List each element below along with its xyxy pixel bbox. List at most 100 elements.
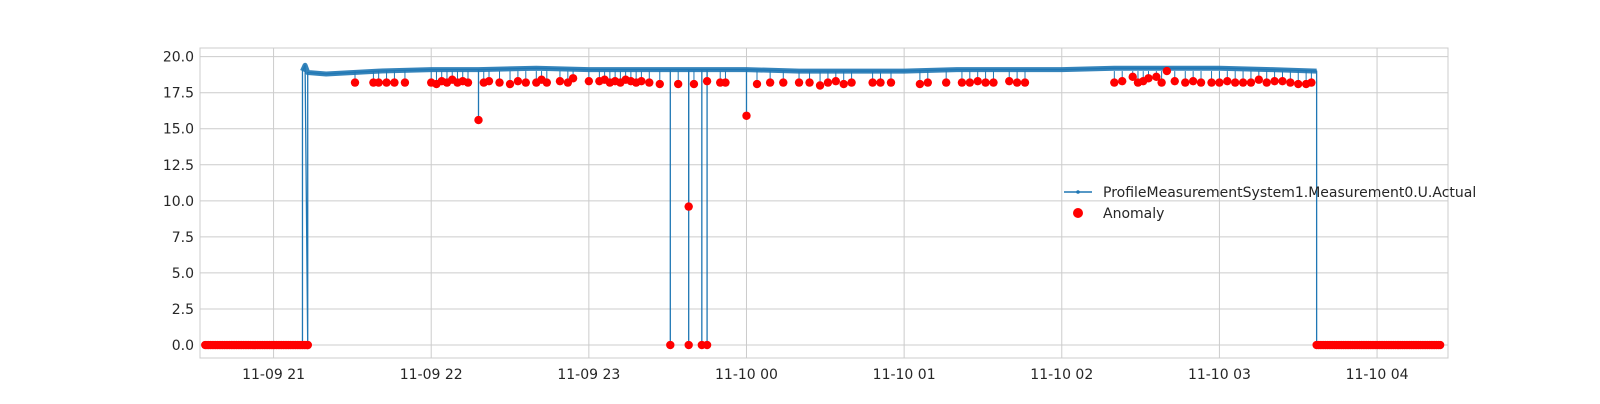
anomaly-point xyxy=(637,76,646,86)
anomaly-point xyxy=(868,78,877,87)
anomaly-point xyxy=(1270,76,1279,86)
anomaly-point xyxy=(1012,78,1022,87)
anomaly-point xyxy=(568,74,578,83)
anomaly-point xyxy=(555,76,565,86)
anomaly-point xyxy=(1152,72,1161,82)
anomaly-point xyxy=(742,111,751,120)
anomaly-point xyxy=(1262,78,1271,87)
y-tick-label: 2.5 xyxy=(172,302,194,318)
anomaly-point xyxy=(1144,74,1153,83)
y-tick-label: 12.5 xyxy=(163,158,194,174)
x-tick-label: 11-10 00 xyxy=(715,367,778,383)
anomaly-point xyxy=(1162,66,1172,76)
anomaly-point xyxy=(1181,78,1190,87)
anomaly-point xyxy=(521,78,530,87)
anomaly-point xyxy=(1118,76,1127,86)
anomaly-point xyxy=(779,78,788,87)
anomaly-point xyxy=(1278,76,1287,86)
legend-label-anomaly: Anomaly xyxy=(1103,206,1164,222)
anomaly-point xyxy=(1230,78,1240,87)
anomaly-point xyxy=(542,78,552,87)
anomaly-point xyxy=(823,78,833,87)
anomaly-point xyxy=(303,340,312,350)
x-tick-label: 11-10 01 xyxy=(873,367,936,383)
measurement-series-band xyxy=(300,62,1317,77)
y-tick-label: 10.0 xyxy=(163,194,194,210)
anomaly-point xyxy=(513,76,523,86)
anomaly-point xyxy=(957,78,967,87)
anomaly-point xyxy=(721,78,730,87)
anomaly-point xyxy=(752,79,762,89)
anomaly-point xyxy=(390,78,399,87)
measurement-series-line xyxy=(301,64,1318,346)
anomaly-point xyxy=(655,79,664,89)
anomaly-point xyxy=(689,79,699,89)
anomaly-point xyxy=(666,340,675,350)
x-tick-label: 11-10 03 xyxy=(1188,367,1251,383)
anomaly-point xyxy=(684,340,693,350)
x-tick-label: 11-09 21 xyxy=(242,367,305,383)
anomaly-point xyxy=(474,115,483,125)
anomaly-point xyxy=(923,78,932,87)
anomaly-point xyxy=(374,78,383,87)
anomaly-point xyxy=(886,78,896,87)
anomaly-point xyxy=(1294,79,1303,89)
legend-line-marker xyxy=(1076,190,1080,194)
anomaly-point xyxy=(989,78,998,87)
plot-frame xyxy=(199,47,1449,359)
anomaly-point xyxy=(973,76,982,86)
anomaly-point xyxy=(876,78,885,87)
anomaly-point xyxy=(1307,78,1316,87)
anomaly-point xyxy=(382,78,391,87)
x-tick-label: 11-10 02 xyxy=(1030,367,1093,383)
y-tick-label: 5.0 xyxy=(172,266,194,282)
legend-anomaly-marker xyxy=(1073,208,1083,218)
anomaly-point xyxy=(1215,78,1224,87)
anomaly-point xyxy=(1286,78,1295,87)
y-tick-label: 7.5 xyxy=(172,230,194,246)
anomaly-point xyxy=(915,79,925,89)
anomaly-point xyxy=(645,78,654,87)
y-tick-label: 17.5 xyxy=(163,86,194,102)
x-tick-label: 11-09 23 xyxy=(557,367,620,383)
anomaly-point xyxy=(1188,76,1198,86)
anomaly-point xyxy=(684,202,693,211)
legend: ProfileMeasurementSystem1.Measurement0.U… xyxy=(1064,185,1476,222)
plot-area xyxy=(199,47,1449,359)
anomaly-point xyxy=(1110,78,1119,87)
anomaly-point xyxy=(1207,78,1216,87)
y-tick-label: 20.0 xyxy=(163,50,194,66)
anomaly-point xyxy=(1223,76,1232,86)
y-tick-label: 15.0 xyxy=(163,122,194,138)
anomaly-point xyxy=(350,78,360,87)
tick-layer: 0.0 2.5 5.0 7.5 10.0 12.5 15.0 17.5 20.0 11-09 21… xyxy=(163,50,1409,383)
anomaly-point xyxy=(702,76,712,86)
anomaly-point xyxy=(463,78,473,87)
anomaly-point xyxy=(965,78,975,87)
grid-layer xyxy=(200,48,1448,358)
anomaly-point xyxy=(1005,76,1014,86)
anomaly-point xyxy=(1020,78,1030,87)
anomaly-point xyxy=(981,78,990,87)
anomaly-point xyxy=(815,81,825,90)
anomaly-point xyxy=(505,79,515,89)
anomaly-point xyxy=(495,78,504,87)
anomaly-point xyxy=(941,78,951,87)
legend-label-measurement: ProfileMeasurementSystem1.Measurement0.U… xyxy=(1103,185,1476,201)
anomaly-point xyxy=(484,76,494,86)
anomaly-point xyxy=(584,76,594,86)
anomaly-point xyxy=(1157,78,1166,87)
anomaly-point xyxy=(765,78,775,87)
anomaly-point xyxy=(702,340,712,350)
anomaly-point xyxy=(1246,78,1256,87)
x-tick-label: 11-10 04 xyxy=(1346,367,1409,383)
anomaly-point xyxy=(400,78,410,87)
y-tick-label: 0.0 xyxy=(172,338,194,354)
anomaly-point xyxy=(1435,340,1445,350)
x-tick-label: 11-09 22 xyxy=(400,367,463,383)
anomaly-layer xyxy=(201,66,1445,350)
series-layer xyxy=(300,62,1318,346)
anomaly-point xyxy=(839,79,848,89)
